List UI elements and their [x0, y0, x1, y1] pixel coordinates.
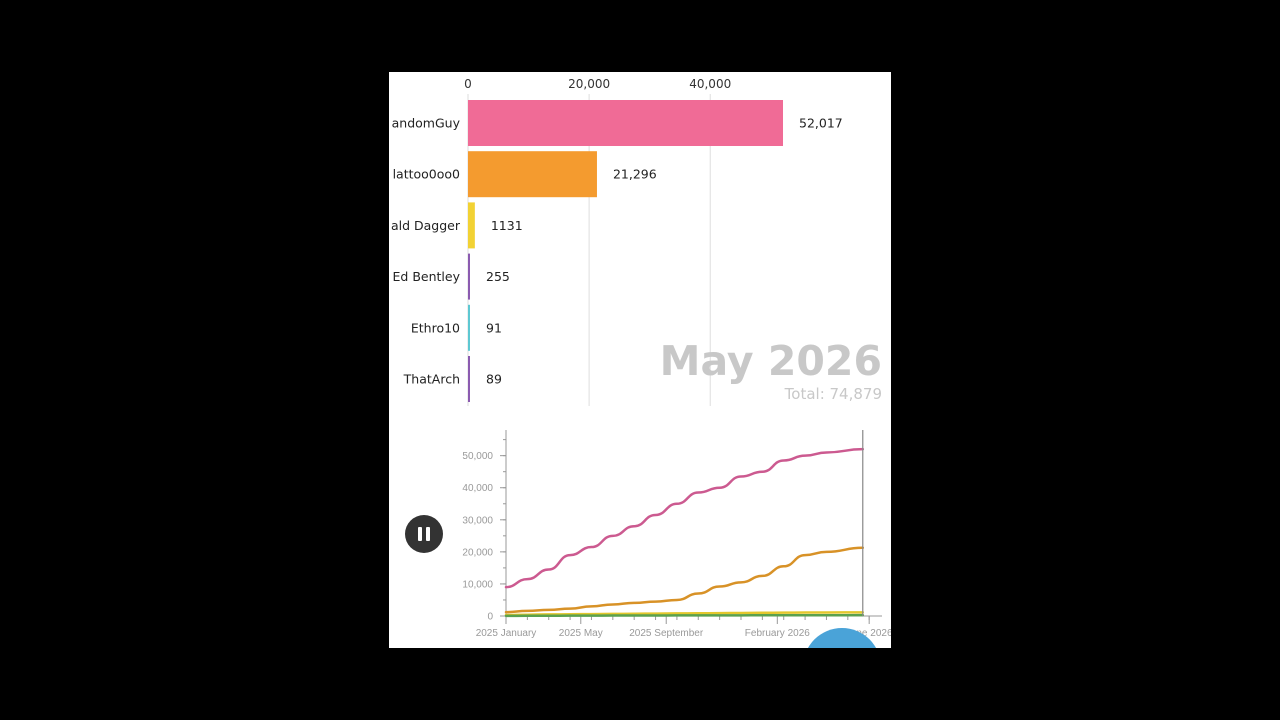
bar-value-label: 255	[486, 269, 510, 284]
series-line-3	[504, 613, 865, 618]
bar-value-label: 89	[486, 372, 502, 387]
bar-value-label: 21,296	[613, 167, 657, 182]
bar-label: lattoo0oo0	[393, 167, 460, 182]
line-chart-axes: 0 10,000 20,000 30,000 40,000 50,000 2025 Janu…	[462, 430, 891, 639]
floating-action-button[interactable]	[803, 628, 881, 648]
bar	[468, 253, 470, 300]
bar-chart-race: 0 20,000 40,000 andomGuy 52,017 lattoo0oo0 21,…	[391, 77, 882, 406]
bar-value-label: 1131	[491, 218, 523, 233]
y-tick-label: 30,000	[462, 515, 493, 526]
x-tick-label: 40,000	[689, 77, 731, 91]
y-tick-label: 10,000	[462, 579, 493, 590]
bar-label: ald Dagger	[391, 218, 461, 233]
bar	[468, 151, 597, 198]
x-tick-label: 2025 May	[559, 628, 603, 639]
bar-label: Ed Bentley	[393, 269, 461, 284]
bar	[468, 100, 783, 146]
bar-value-label: 91	[486, 320, 502, 335]
series-line-1	[504, 546, 865, 614]
bar-label: ThatArch	[403, 372, 460, 387]
x-tick-label: June 2026	[846, 628, 891, 639]
line-chart: 0 10,000 20,000 30,000 40,000 50,000 2025 Janu…	[462, 430, 891, 639]
chart-panel: 0 20,000 40,000 andomGuy 52,017 lattoo0oo0 21,…	[389, 72, 891, 648]
x-tick-label: 0	[464, 77, 472, 91]
series-line-2	[504, 611, 865, 617]
period-label: May 2026	[660, 337, 882, 385]
x-tick-label: February 2026	[745, 628, 810, 639]
pause-icon-bar	[426, 527, 430, 541]
y-tick-label: 40,000	[462, 483, 493, 494]
y-tick-label: 0	[487, 612, 493, 623]
pause-button[interactable]	[405, 515, 443, 553]
pause-icon	[418, 527, 422, 541]
y-tick-label: 20,000	[462, 547, 493, 558]
x-tick-label: 20,000	[568, 77, 610, 91]
x-tick-label: 2025 January	[476, 628, 537, 639]
bar-value-label: 52,017	[799, 116, 843, 131]
bar-label: andomGuy	[392, 116, 461, 131]
bar	[468, 202, 475, 249]
bar	[468, 304, 470, 351]
total-label: Total: 74,879	[784, 385, 882, 403]
series-line-0	[504, 447, 865, 589]
x-tick-label: 2025 September	[629, 628, 704, 639]
y-tick-label: 50,000	[462, 451, 493, 462]
bar-label: Ethro10	[411, 320, 460, 335]
bar	[468, 356, 470, 402]
